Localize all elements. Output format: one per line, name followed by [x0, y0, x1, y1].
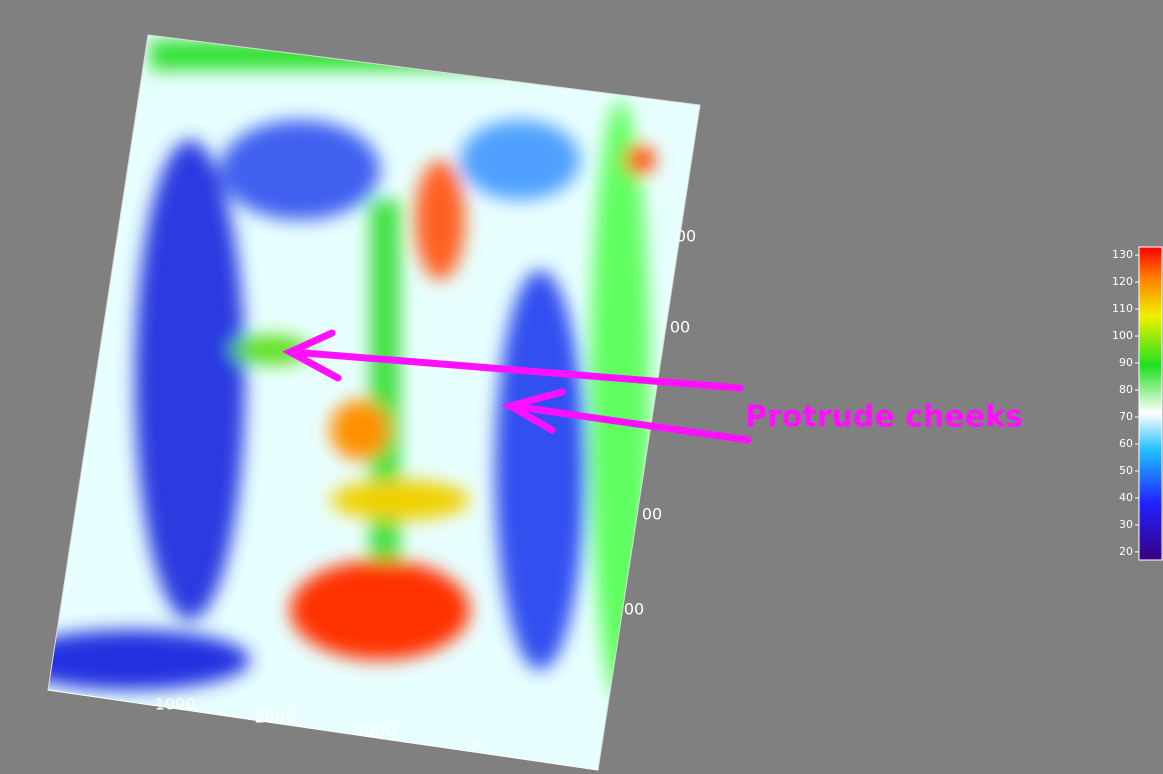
colorbar-tick-label: 100	[1112, 329, 1133, 342]
x-tick-label: 2000	[255, 708, 296, 727]
colorbar-tick-label: 50	[1119, 464, 1133, 477]
edge-label: 00	[670, 318, 690, 337]
x-tick-label: 3000	[355, 721, 396, 740]
x-tick-label: 1000	[155, 695, 196, 714]
edge-label: 00	[624, 600, 644, 619]
colorbar-tick-label: 130	[1112, 248, 1133, 261]
edge-label: 00	[642, 505, 662, 524]
page: {"chart_data": {"type": "surface", "anno…	[0, 0, 1163, 774]
colorbar-tick-label: 20	[1119, 545, 1133, 558]
colorbar	[1139, 247, 1162, 560]
edge-label: 00	[676, 227, 696, 246]
colorbar-tick-label: 120	[1112, 275, 1133, 288]
colorbar-tick-label: 70	[1119, 410, 1133, 423]
colorbar-tick-label: 80	[1119, 383, 1133, 396]
x-axis-label: x	[473, 734, 482, 753]
surface	[0, 0, 760, 774]
colorbar-tick-label: 40	[1119, 491, 1133, 504]
colorbar-tick-label: 90	[1119, 356, 1133, 369]
annotation: Protrude cheeks	[745, 400, 1023, 435]
colorbar-tick-label: 110	[1112, 302, 1133, 315]
colorbar-tick-label: 30	[1119, 518, 1133, 531]
colorbar-tick-label: 60	[1119, 437, 1133, 450]
chart: Protrude cheeks x 1000 2000 3000 00 00 00 00 20…	[0, 0, 1163, 774]
